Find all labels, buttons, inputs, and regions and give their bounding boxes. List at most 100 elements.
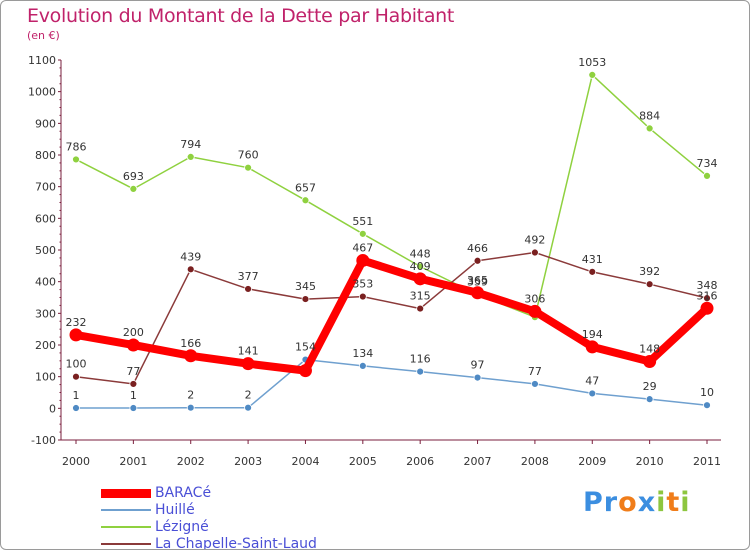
data-point-huille [588,389,597,398]
y-tick-label: 100 [35,371,56,384]
data-label-la-chapelle-saint-laud: 439 [180,250,201,263]
data-point-barace [241,357,255,371]
data-label-barace: 365 [467,274,488,287]
data-point-la-chapelle-saint-laud [531,248,539,257]
data-label-huille: 2 [187,389,194,402]
data-point-la-chapelle-saint-laud [301,295,310,303]
logo-letter: o [618,487,638,518]
legend-label: BARACé [155,485,212,501]
x-tick-label: 2009 [578,455,606,468]
x-tick-label: 2006 [406,455,434,468]
data-point-barace [69,328,83,342]
data-point-lezigne [645,124,654,133]
y-tick-label: 700 [35,181,56,194]
data-label-la-chapelle-saint-laud: 431 [582,253,603,266]
x-tick-label: 2002 [177,455,205,468]
proxiti-logo: Proxiti [583,487,691,518]
legend-swatch [101,488,151,498]
logo-letter: t [666,487,681,518]
data-point-barace [643,354,657,368]
data-label-huille: 29 [643,380,657,393]
data-point-huille [416,367,425,376]
data-point-huille [531,380,539,388]
data-point-lezigne [129,184,138,193]
legend-swatch [101,509,151,511]
y-tick-label: 200 [35,339,56,352]
data-label-barace: 141 [238,345,259,358]
data-point-barace [585,340,599,354]
logo-letter: r [603,487,619,518]
data-point-lezigne [244,163,252,172]
legend-item-huille: Huillé [101,502,401,518]
data-point-la-chapelle-saint-laud [416,304,425,313]
data-label-lezigne: 1053 [578,56,606,69]
data-label-barace: 467 [352,241,373,254]
data-point-lezigne [301,196,310,205]
x-tick-label: 2004 [291,455,319,468]
y-tick-label: 500 [35,244,56,257]
legend-label: Lézigné [155,519,209,535]
logo-letter: P [583,487,604,518]
data-labels: 786 693 794 760 657 551 448 359 1053 884 734 100 77 4… [66,56,718,402]
data-point-lezigne [588,70,597,79]
data-point-barace [126,338,140,352]
data-label-la-chapelle-saint-laud: 77 [126,365,140,378]
data-label-huille: 2 [245,389,252,402]
data-label-barace: 200 [123,326,144,339]
data-point-la-chapelle-saint-laud [72,372,80,381]
data-label-barace: 232 [66,316,87,329]
data-label-la-chapelle-saint-laud: 345 [295,280,316,293]
y-tick-label: 300 [35,307,56,320]
data-point-lezigne [703,171,711,180]
data-point-barace [184,349,198,363]
data-label-lezigne: 657 [295,181,316,194]
data-label-huille: 97 [471,359,485,372]
data-label-barace: 409 [410,260,431,273]
data-label-huille: 154 [295,341,316,354]
data-point-huille [703,401,711,410]
data-label-huille: 47 [585,374,599,387]
data-label-la-chapelle-saint-laud: 353 [352,278,373,291]
legend-item-lezigne: Lézigné [101,519,401,535]
data-point-la-chapelle-saint-laud [358,292,367,301]
chart-subtitle: (en €) [27,29,60,42]
legend-item-barace: BARACé [101,485,401,501]
series-barace [69,253,714,378]
data-label-huille: 134 [352,347,373,360]
data-point-lezigne [186,152,195,161]
data-point-barace [528,304,542,318]
data-point-la-chapelle-saint-laud [703,294,711,303]
data-point-huille [645,395,654,404]
data-point-huille [358,361,367,370]
data-point-huille [72,404,80,412]
legend-swatch [101,526,151,528]
data-label-lezigne: 794 [180,138,201,151]
data-point-barace [356,253,370,267]
data-label-barace: 316 [697,289,718,302]
x-tick-label: 2010 [636,455,664,468]
y-tick-label: 0 [49,402,56,415]
logo-letter: i [680,487,691,518]
y-tick-label: 1000 [28,86,56,99]
data-label-lezigne: 734 [697,157,718,170]
data-point-barace [413,272,427,286]
x-tick-label: 2003 [234,455,262,468]
x-tick-label: 2011 [693,455,721,468]
data-label-barace: 148 [639,342,660,355]
chart-title: Evolution du Montant de la Dette par Hab… [27,5,455,27]
y-tick-label: 600 [35,212,56,225]
data-label-lezigne: 760 [238,149,259,162]
data-label-la-chapelle-saint-laud: 392 [639,265,660,278]
data-label-lezigne: 448 [410,247,431,260]
data-point-la-chapelle-saint-laud [186,265,195,274]
legend-swatch [101,543,151,545]
data-label-la-chapelle-saint-laud: 466 [467,242,488,255]
x-tick-label: 2000 [62,455,90,468]
data-label-la-chapelle-saint-laud: 492 [524,234,545,247]
data-label-la-chapelle-saint-laud: 315 [410,290,431,303]
data-point-huille [473,373,482,382]
series-line-huille [76,358,708,409]
data-point-la-chapelle-saint-laud [645,280,654,289]
